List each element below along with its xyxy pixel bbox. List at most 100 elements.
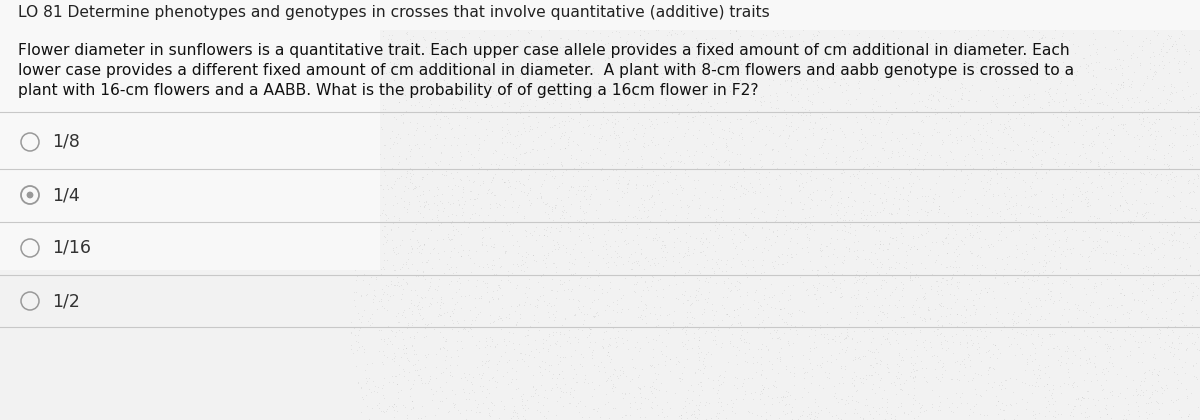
Point (1150, 115, 1169, 122)
Point (634, 143, 653, 150)
Point (929, 375, 948, 382)
Point (488, 313, 508, 320)
Point (372, 270, 391, 277)
Point (982, 15, 1001, 21)
Point (546, 341, 565, 347)
Point (733, 165, 752, 172)
Point (959, 20, 978, 26)
Point (1180, 0, 1199, 7)
Point (764, 130, 784, 137)
Point (1171, 28, 1190, 34)
Point (510, 159, 529, 166)
Point (712, 403, 731, 410)
Point (713, 0, 732, 4)
Point (802, 197, 821, 203)
Point (1022, 34, 1042, 41)
Point (778, 321, 797, 328)
Point (372, 266, 391, 273)
Point (347, 115, 366, 122)
Point (478, 82, 497, 89)
Point (986, 95, 1006, 102)
Point (1087, 215, 1106, 221)
Point (496, 197, 515, 204)
Point (751, 412, 770, 419)
Point (518, 341, 538, 348)
Point (1064, 104, 1084, 110)
Point (569, 27, 588, 34)
Point (349, 327, 368, 334)
Point (1138, 127, 1157, 134)
Point (1022, 358, 1042, 365)
Point (608, 227, 628, 234)
Point (802, 409, 821, 416)
Point (506, 321, 526, 328)
Point (835, 256, 854, 263)
Point (365, 286, 384, 293)
Point (352, 187, 371, 194)
Point (853, 221, 872, 228)
Point (745, 205, 764, 211)
Point (508, 356, 527, 363)
Point (678, 101, 697, 108)
Point (826, 286, 845, 293)
Point (482, 189, 502, 196)
Point (486, 192, 505, 198)
Point (1012, 68, 1031, 75)
Point (523, 232, 542, 239)
Point (492, 292, 511, 299)
Point (656, 159, 676, 166)
Point (485, 217, 504, 223)
Point (956, 332, 976, 339)
Point (989, 127, 1008, 134)
Point (768, 32, 787, 39)
Point (367, 130, 386, 136)
Point (1154, 105, 1174, 112)
Point (540, 168, 559, 175)
Point (672, 326, 691, 333)
Point (482, 400, 502, 407)
Point (1084, 41, 1103, 47)
Point (631, 195, 650, 202)
Point (722, 79, 742, 85)
Point (1108, 207, 1127, 213)
Point (754, 386, 773, 393)
Point (929, 11, 948, 18)
Point (1050, 79, 1069, 86)
Point (989, 0, 1008, 4)
Point (545, 174, 564, 181)
Point (977, 349, 996, 356)
Point (1056, 235, 1075, 242)
Point (796, 1, 815, 8)
Point (778, 392, 797, 399)
Point (887, 284, 906, 290)
Point (900, 275, 919, 281)
Point (659, 142, 678, 149)
Point (798, 369, 817, 375)
Point (1069, 14, 1088, 21)
Point (1026, 58, 1045, 65)
Point (673, 253, 692, 260)
Point (920, 315, 940, 321)
Point (635, 101, 654, 108)
Point (856, 40, 875, 47)
Point (1112, 285, 1132, 292)
Point (816, 196, 835, 203)
Point (697, 299, 716, 305)
Point (986, 402, 1006, 408)
Point (964, 135, 983, 142)
Point (1165, 351, 1184, 357)
Point (822, 187, 841, 194)
Point (1142, 131, 1162, 137)
Point (350, 134, 370, 140)
Point (808, 266, 827, 273)
Point (984, 24, 1003, 30)
Point (415, 352, 434, 358)
Point (916, 113, 935, 119)
Point (881, 341, 900, 347)
Point (827, 72, 846, 79)
Point (463, 202, 482, 208)
Point (1175, 60, 1194, 67)
Point (916, 51, 935, 58)
Point (716, 85, 736, 92)
Point (892, 224, 911, 231)
